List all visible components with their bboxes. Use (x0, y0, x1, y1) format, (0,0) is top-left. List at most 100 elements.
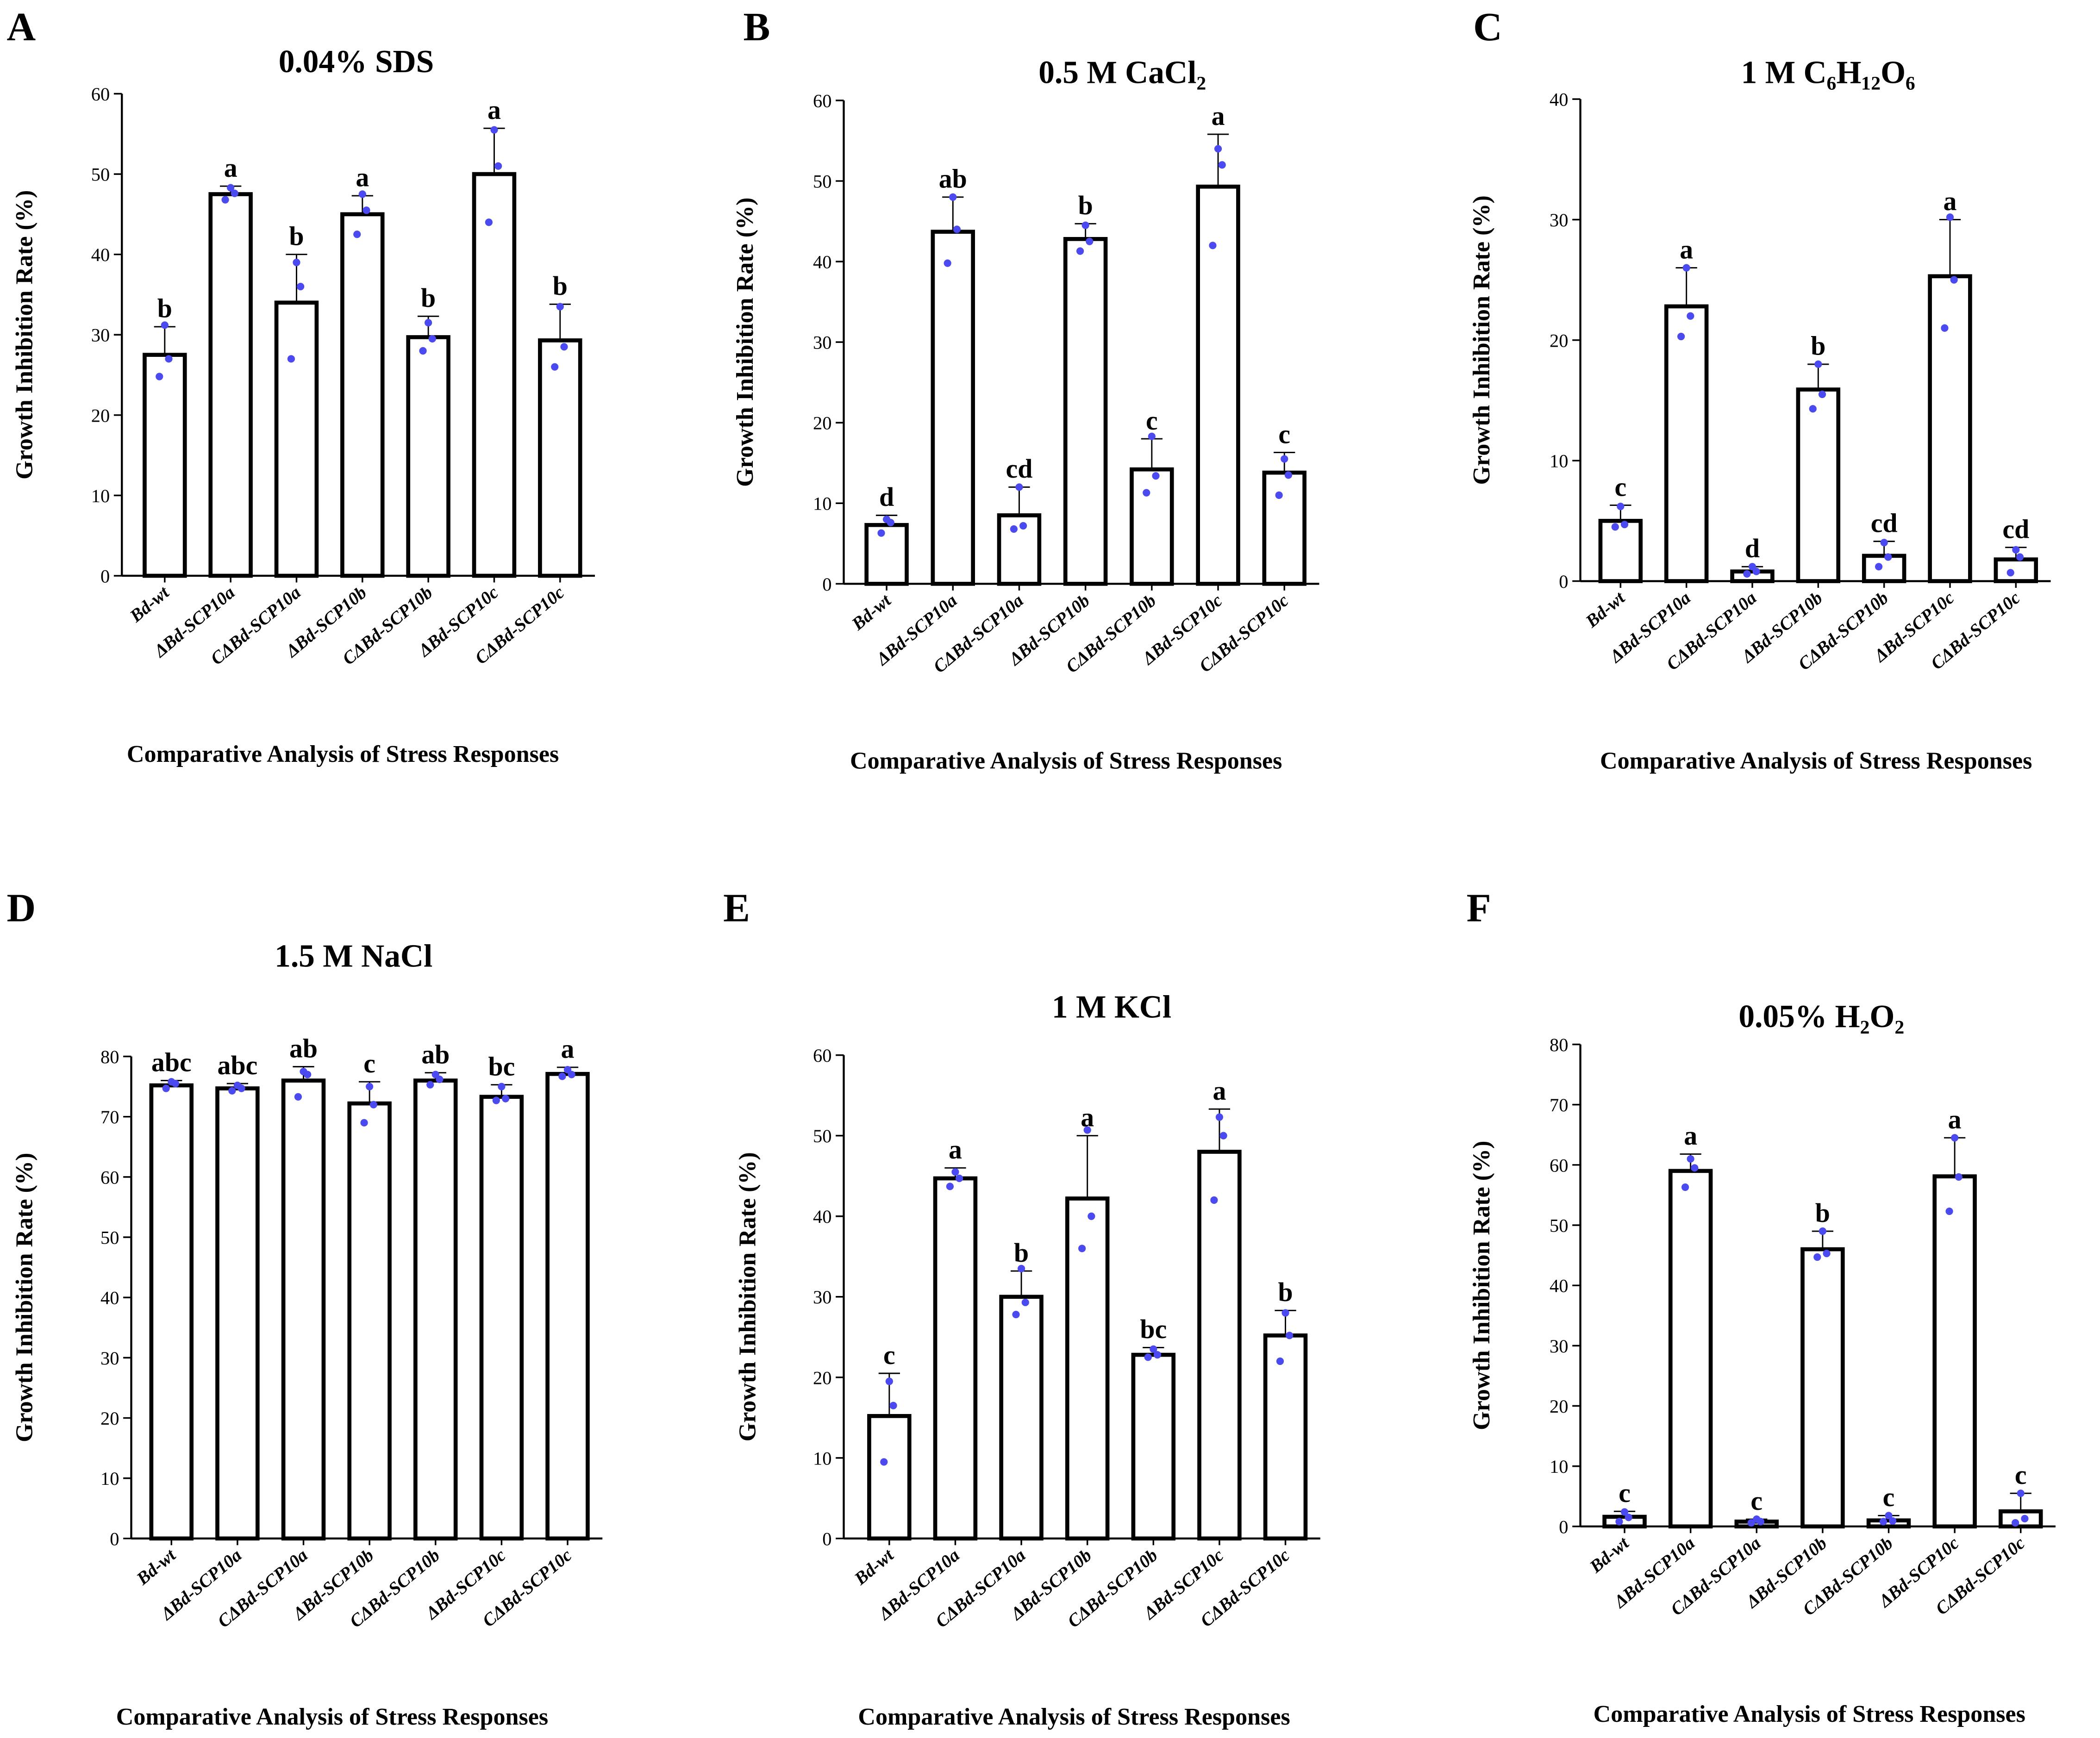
data-point (1813, 1253, 1821, 1261)
y-tick-label: 60 (1550, 1155, 1569, 1176)
y-tick-label: 30 (813, 332, 832, 353)
bar (1602, 1514, 1647, 1529)
data-point (1219, 1132, 1227, 1140)
bar (1065, 1196, 1110, 1541)
data-point (1620, 521, 1629, 529)
data-point (558, 1072, 566, 1080)
panel-F: F 0.05% H₂O₂ Growth Inhibition Rate (%) Com… (1467, 885, 2056, 1727)
data-point (1153, 1351, 1162, 1359)
data-point (1677, 332, 1685, 341)
data-point (1148, 432, 1156, 440)
data-point (882, 515, 891, 523)
y-tick-label: 0 (100, 566, 110, 586)
x-tick-label: Bd-wt (132, 1545, 180, 1589)
data-point (946, 1183, 954, 1190)
significance-letter: c (1278, 419, 1290, 449)
significance-letter: c (1146, 405, 1158, 436)
bar (1664, 304, 1709, 583)
significance-letter: a (561, 1034, 575, 1064)
panel-D: D 1.5 M NaCl Growth Inhibition Rate (%) Com… (6, 885, 603, 1730)
data-point (1088, 1212, 1095, 1220)
data-point (165, 355, 173, 363)
data-point (1281, 1309, 1289, 1317)
data-point (1214, 145, 1222, 153)
data-point (494, 162, 502, 170)
panel-letter: A (6, 5, 36, 49)
y-tick-label: 10 (1550, 451, 1569, 472)
bar (340, 212, 385, 578)
data-point (889, 1402, 897, 1409)
data-point (1875, 563, 1883, 571)
data-point (227, 184, 235, 192)
data-point (1753, 1515, 1761, 1523)
data-point (2017, 1489, 2025, 1497)
data-point (1946, 213, 1954, 221)
data-point (221, 196, 229, 204)
data-point (885, 1377, 893, 1385)
bar (149, 1083, 194, 1541)
data-point (949, 193, 957, 201)
y-tick-label: 60 (100, 1167, 119, 1188)
panel-letter: E (723, 885, 750, 930)
data-point (1814, 360, 1822, 368)
data-point (1625, 1514, 1632, 1521)
y-tick-label: 10 (813, 1448, 832, 1469)
significance-letter: d (1745, 533, 1760, 563)
y-tick-label: 50 (100, 1227, 119, 1248)
data-point (1218, 161, 1226, 169)
bar (479, 1095, 524, 1541)
panel-A: A 0.04% SDS Growth Inhibition Rate (%) Comp… (6, 5, 595, 767)
data-point (1086, 237, 1094, 245)
bar (215, 1086, 260, 1541)
y-tick-label: 30 (100, 1348, 119, 1369)
data-point (1743, 570, 1751, 578)
significance-letter: cd (2002, 514, 2029, 544)
data-point (162, 1084, 170, 1092)
y-tick-label: 80 (100, 1047, 119, 1067)
data-point (362, 206, 370, 214)
chart-title: 1.5 M NaCl (275, 939, 432, 974)
data-point (1615, 1518, 1623, 1526)
y-tick-label: 50 (91, 164, 110, 185)
data-point (1010, 525, 1018, 533)
data-point (2012, 546, 2020, 554)
data-point (1809, 405, 1817, 413)
data-point (551, 363, 559, 371)
bar (864, 523, 909, 586)
y-tick-label: 20 (813, 1367, 832, 1388)
bar (1131, 1352, 1176, 1541)
bar (997, 513, 1042, 586)
data-point (1823, 1250, 1831, 1258)
data-point (492, 1096, 500, 1104)
significance-letter: b (421, 283, 436, 313)
y-tick-label: 40 (813, 252, 832, 273)
data-point (556, 303, 564, 311)
significance-letter: b (1278, 1277, 1293, 1307)
y-axis-label: Growth Inhibition Rate (%) (11, 190, 38, 480)
significance-letter: a (1680, 234, 1693, 264)
y-tick-label: 40 (100, 1288, 119, 1308)
data-point (1880, 539, 1888, 547)
significance-letter: bc (488, 1051, 515, 1081)
y-tick-label: 40 (1550, 89, 1569, 110)
data-point (1950, 276, 1958, 284)
significance-letter: abc (151, 1047, 192, 1077)
data-point (353, 230, 361, 238)
bar (1130, 467, 1174, 586)
y-tick-label: 60 (91, 84, 110, 105)
data-point (944, 259, 951, 267)
data-point (563, 1066, 572, 1074)
y-tick-label: 10 (1550, 1456, 1569, 1477)
panel-letter: D (6, 885, 36, 930)
y-tick-label: 50 (813, 1126, 832, 1146)
data-point (2021, 1514, 2029, 1523)
data-point (1747, 1519, 1755, 1527)
data-point (1284, 471, 1293, 479)
bar (1668, 1169, 1713, 1529)
data-point (2016, 553, 2024, 561)
bar (143, 353, 187, 578)
data-point (953, 225, 961, 233)
bar (347, 1101, 392, 1541)
data-point (1687, 1155, 1694, 1163)
bar (1928, 274, 1972, 583)
